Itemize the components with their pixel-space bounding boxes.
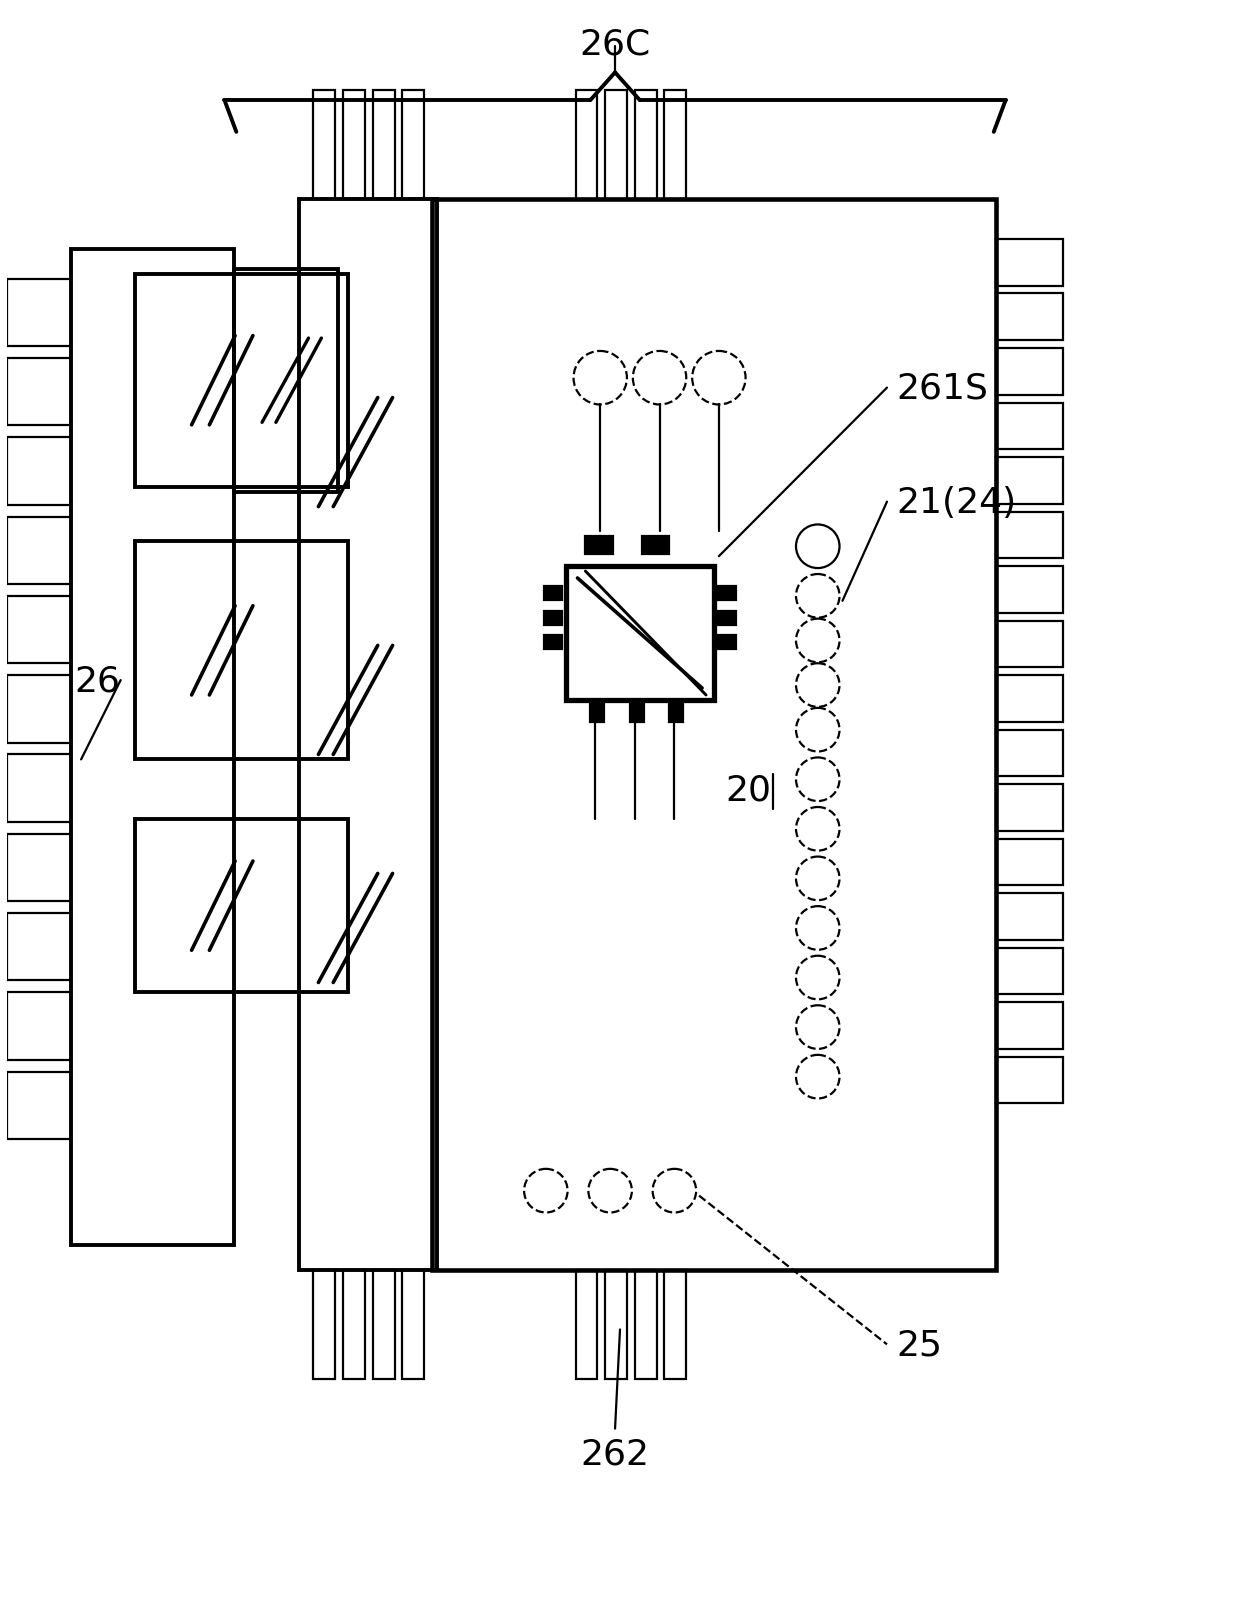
Bar <box>7 279 71 347</box>
Bar <box>585 537 613 555</box>
Bar <box>544 586 562 600</box>
Bar <box>299 200 436 1270</box>
Bar <box>996 1002 1063 1049</box>
Bar <box>135 820 348 993</box>
Bar <box>7 516 71 584</box>
Bar <box>343 1270 365 1380</box>
Bar <box>314 90 335 200</box>
Bar <box>605 90 627 200</box>
Bar <box>432 200 996 1270</box>
Bar <box>71 250 234 1246</box>
Bar <box>665 90 686 200</box>
Bar <box>575 1270 598 1380</box>
Bar <box>7 676 71 742</box>
Text: 262: 262 <box>580 1436 650 1470</box>
Bar <box>996 349 1063 395</box>
Bar <box>718 636 735 650</box>
Bar <box>996 1057 1063 1104</box>
Bar <box>996 240 1063 286</box>
Bar <box>670 704 683 723</box>
Bar <box>7 358 71 426</box>
Bar <box>373 1270 394 1380</box>
Bar <box>718 586 735 600</box>
Bar <box>996 404 1063 450</box>
Bar <box>403 90 424 200</box>
Bar <box>314 1270 335 1380</box>
Bar <box>718 612 735 625</box>
Bar <box>996 294 1063 341</box>
Bar <box>635 90 657 200</box>
Bar <box>590 704 604 723</box>
Bar <box>544 636 562 650</box>
Bar <box>7 914 71 981</box>
Bar <box>7 437 71 505</box>
Bar <box>7 993 71 1060</box>
Bar <box>605 1270 627 1380</box>
Text: 25: 25 <box>897 1327 942 1362</box>
Bar <box>575 90 598 200</box>
Bar <box>234 270 339 492</box>
Text: 21(24): 21(24) <box>897 486 1017 520</box>
Bar <box>343 90 365 200</box>
Bar <box>996 784 1063 831</box>
Bar <box>7 834 71 902</box>
Bar <box>135 542 348 760</box>
Bar <box>642 537 670 555</box>
Bar <box>996 458 1063 504</box>
Bar <box>996 894 1063 941</box>
Bar <box>996 621 1063 668</box>
Bar <box>635 1270 657 1380</box>
Bar <box>7 1072 71 1139</box>
Bar <box>996 947 1063 994</box>
Bar <box>665 1270 686 1380</box>
Bar <box>996 567 1063 613</box>
Bar <box>996 839 1063 886</box>
Text: 26: 26 <box>74 663 120 697</box>
Text: 261S: 261S <box>897 371 988 405</box>
Bar <box>403 1270 424 1380</box>
Bar <box>996 730 1063 776</box>
Bar <box>630 704 644 723</box>
Bar <box>135 274 348 487</box>
Bar <box>996 512 1063 558</box>
Bar <box>7 755 71 823</box>
Bar <box>996 676 1063 723</box>
Bar <box>373 90 394 200</box>
Bar <box>7 597 71 663</box>
Bar <box>544 612 562 625</box>
Bar <box>565 567 714 700</box>
Text: 20: 20 <box>725 773 771 807</box>
Text: 26C: 26C <box>579 27 651 61</box>
